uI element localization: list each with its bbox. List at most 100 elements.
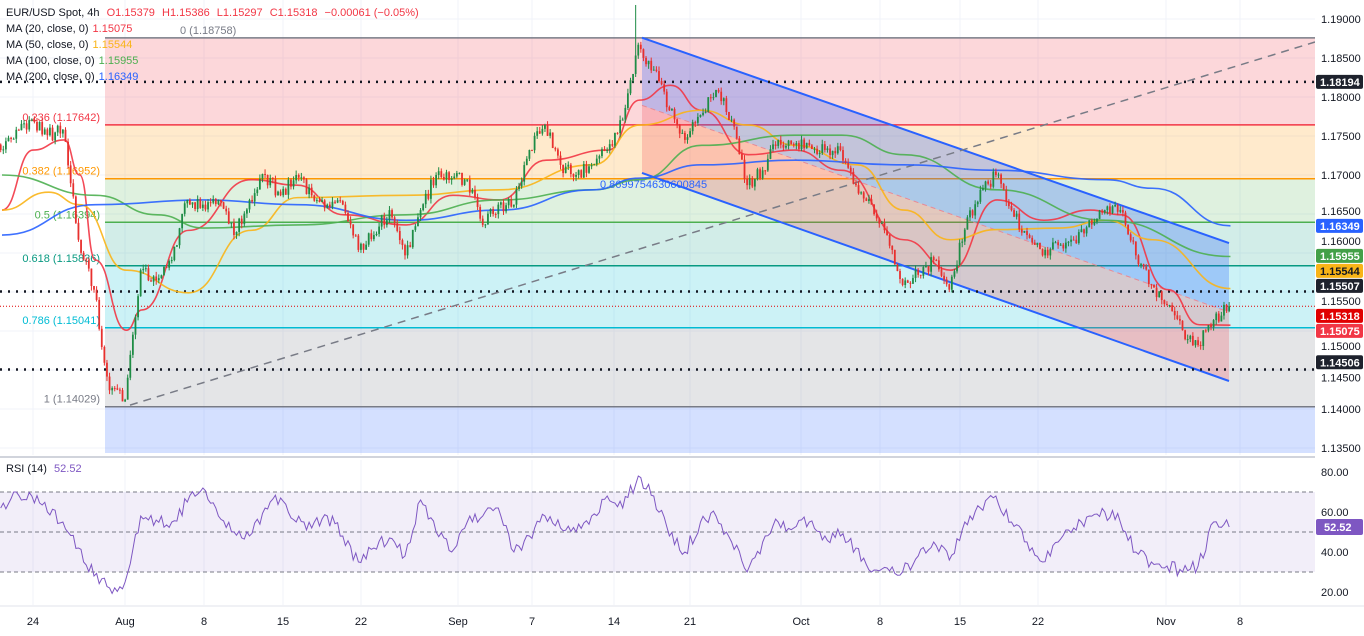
candle [419, 208, 422, 222]
candle [80, 239, 82, 255]
trend-line[interactable] [129, 41, 1316, 406]
candle-body [935, 260, 938, 262]
candle [181, 213, 184, 233]
candle [878, 217, 881, 228]
candle [269, 174, 272, 188]
candle-body [1020, 229, 1023, 233]
price-tick-label: 1.13500 [1321, 443, 1361, 455]
candle [785, 143, 787, 150]
time-tick-label: Nov [1156, 616, 1176, 628]
candle-body [1031, 237, 1034, 243]
candle-body [1140, 264, 1142, 266]
candle-body [292, 180, 295, 187]
candle-body [595, 158, 598, 165]
candle [424, 189, 427, 209]
candle-body [782, 144, 785, 148]
rsi-legend[interactable]: RSI (14) 52.52 [6, 463, 82, 475]
candle-body [502, 202, 505, 212]
candle-body [658, 71, 660, 82]
ma-line-ma50 [1, 109, 1231, 294]
candle [896, 263, 899, 272]
candle-body [313, 195, 316, 201]
candle-body [1181, 320, 1184, 331]
candle-body [489, 209, 492, 214]
price-axis[interactable]: 1.19000 1.18500 1.18194 1.18000 1.17500 1.170… [1315, 0, 1364, 605]
candle-body [1186, 339, 1189, 341]
candle [266, 174, 269, 189]
candle-body [896, 264, 899, 272]
candle-body [440, 171, 443, 178]
candle [466, 178, 469, 183]
candle [476, 193, 479, 211]
candle [741, 149, 743, 160]
candle [551, 132, 554, 149]
candle [1041, 248, 1044, 257]
candle-body [541, 128, 544, 134]
candle [168, 259, 171, 271]
candle-body [336, 200, 339, 203]
candle [1098, 209, 1101, 220]
candle-body [614, 132, 616, 146]
candle [766, 154, 769, 172]
candle [1191, 332, 1194, 347]
candle-body [984, 181, 987, 189]
candle-body [626, 93, 629, 108]
candle [619, 115, 622, 138]
price-tag: 1.15955 [1316, 248, 1363, 263]
candle [730, 115, 733, 123]
candle-body [1220, 315, 1223, 322]
candle-body [168, 261, 171, 268]
candle [36, 117, 38, 133]
horizontal-levels[interactable] [0, 80, 1315, 371]
candle [300, 172, 303, 181]
candle [678, 123, 681, 139]
candle [593, 163, 596, 166]
candle-body [1033, 242, 1036, 245]
candle-body [647, 60, 650, 65]
candle [422, 203, 425, 212]
candle-body [746, 179, 749, 186]
candle-body [766, 158, 769, 171]
candle-body [1215, 313, 1218, 321]
candle-body [388, 210, 391, 221]
candle [956, 260, 958, 274]
candle-body [51, 127, 54, 141]
candle-body [1026, 230, 1028, 236]
candle [271, 177, 274, 184]
candle [1057, 239, 1060, 249]
candle [857, 181, 860, 195]
candle-body [93, 286, 95, 290]
candle [816, 145, 818, 156]
candle-body [129, 354, 132, 378]
candle-body [738, 138, 741, 155]
candle-body [155, 276, 158, 281]
time-tick-label: 22 [355, 616, 367, 628]
candle [992, 168, 995, 189]
candle-body [344, 204, 347, 213]
candle-body [56, 125, 59, 133]
candle [157, 274, 160, 284]
candle [836, 142, 839, 155]
candle-body [134, 317, 137, 335]
channel-lower-fill [642, 105, 1229, 381]
candle-body [616, 132, 619, 134]
candle [59, 122, 62, 139]
candle [1197, 336, 1199, 347]
candle-body [922, 267, 925, 276]
candle-body [582, 164, 585, 178]
candle [855, 180, 857, 187]
candle-body [170, 260, 173, 262]
candle-body [492, 209, 495, 214]
candle-body [823, 144, 826, 151]
candle-body [741, 154, 743, 160]
candle-body [1191, 335, 1194, 346]
candle [246, 208, 248, 218]
candle [393, 215, 396, 228]
candle [813, 146, 816, 154]
candle-body [549, 132, 552, 136]
candle [1223, 301, 1225, 320]
candle [497, 202, 500, 219]
time-axis[interactable]: 24 Aug 8 15 22 Sep 7 14 21 Oct 8 15 22 Nov 8 [0, 605, 1364, 628]
candle-body [1106, 206, 1109, 211]
